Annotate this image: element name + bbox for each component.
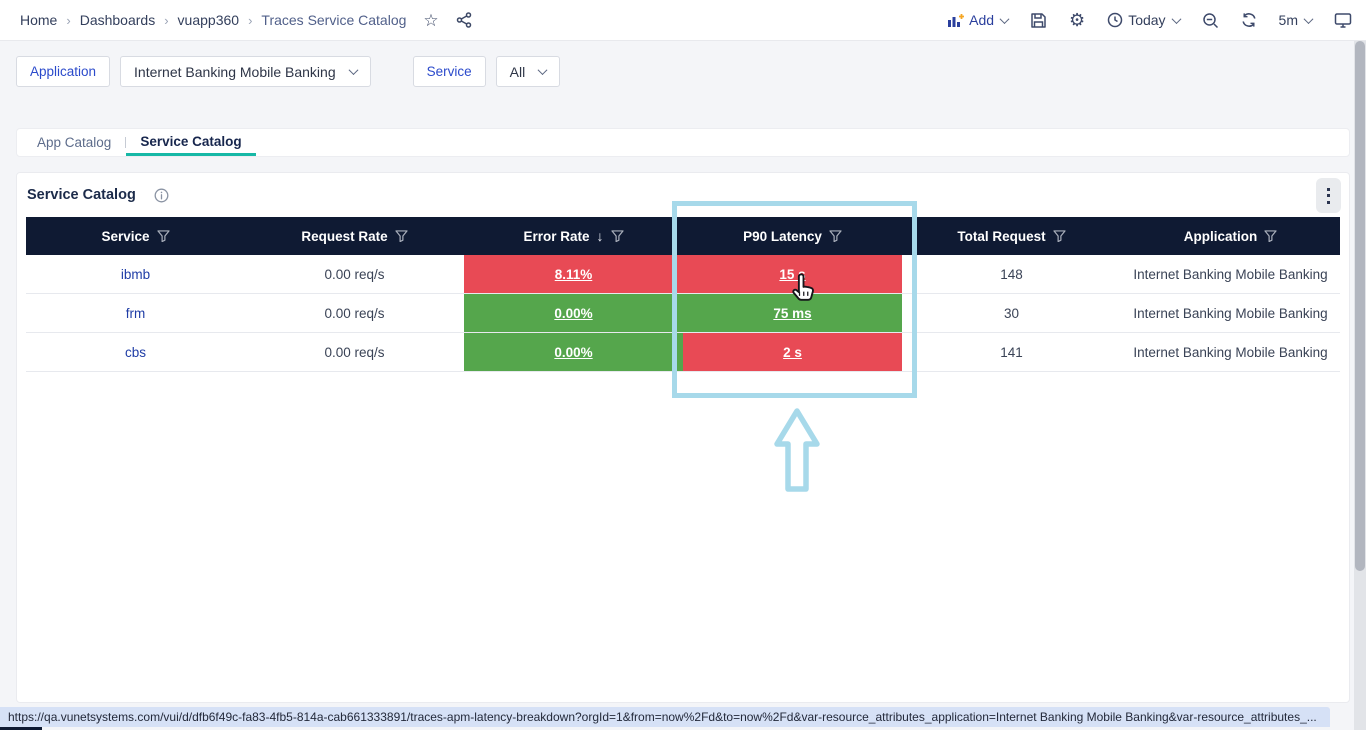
column-header-service[interactable]: Service [26,217,245,255]
refresh-icon[interactable] [1241,12,1257,28]
add-chart-icon [947,13,965,28]
clock-icon [1107,12,1123,28]
browser-status-bar: https://qa.vunetsystems.com/vui/d/dfb6f4… [0,707,1330,727]
filter-icon [395,230,408,242]
breadcrumb-vuapp360[interactable]: vuapp360 [177,12,240,28]
table-row: cbs 0.00 req/s 0.00% 2 s 141 Internet Ba… [26,333,1340,372]
status-url: https://qa.vunetsystems.com/vui/d/dfb6f4… [8,710,1317,724]
chevron-down-icon [1303,13,1314,24]
taskbar-edge [0,727,42,730]
column-header-request-rate[interactable]: Request Rate [245,217,464,255]
filter-icon [1264,230,1277,242]
filter-icon [156,230,170,242]
service-catalog-panel: Service Catalog Service Request Rate [16,172,1350,703]
total-request-value: 148 [1000,266,1023,282]
column-header-total-request[interactable]: Total Request [902,217,1121,255]
application-value: Internet Banking Mobile Banking [1133,344,1328,360]
scrollbar-thumb[interactable] [1355,41,1365,571]
time-range-picker[interactable]: Today [1107,12,1181,28]
breadcrumb-separator: › [164,12,169,28]
breadcrumb-home[interactable]: Home [20,12,58,28]
favorite-star-icon[interactable]: ☆ [423,10,439,30]
top-navbar: Home › Dashboards › vuapp360 › Traces Se… [0,0,1366,41]
catalog-tabbar: App Catalog Service Catalog [16,128,1350,157]
breadcrumb-separator: › [248,12,253,28]
service-link[interactable]: ibmb [120,266,151,282]
breadcrumb: Home › Dashboards › vuapp360 › Traces Se… [20,12,472,29]
total-request-value: 30 [1003,305,1020,321]
error-rate-cell[interactable]: 8.11% [464,255,683,293]
service-filter-select[interactable]: All [495,56,561,87]
tab-app-catalog[interactable]: App Catalog [37,135,112,150]
chevron-down-icon [1171,13,1181,24]
panel-menu-kebab-icon[interactable] [1316,178,1341,213]
tv-mode-icon[interactable] [1334,12,1352,28]
zoom-out-time-icon[interactable] [1202,12,1219,29]
request-rate-value: 0.00 req/s [324,344,385,360]
application-filter-select[interactable]: Internet Banking Mobile Banking [120,56,371,87]
service-link[interactable]: cbs [124,344,146,360]
application-value: Internet Banking Mobile Banking [1133,266,1328,282]
breadcrumb-dashboards[interactable]: Dashboards [79,12,156,28]
column-header-p90-latency[interactable]: P90 Latency [683,217,902,255]
p90-latency-cell[interactable]: 2 s [683,333,902,371]
breadcrumb-current-page: Traces Service Catalog [261,12,407,28]
share-icon[interactable] [456,12,472,28]
table-row: ibmb 0.00 req/s 8.11% 15 s 148 Internet … [26,255,1340,294]
panel-header: Service Catalog [17,173,1349,217]
panel-title: Service Catalog [27,187,136,203]
column-header-application[interactable]: Application [1121,217,1340,255]
page-scrollbar[interactable] [1354,41,1366,730]
chevron-down-icon [537,65,548,76]
dashboard-variables: Application Internet Banking Mobile Bank… [16,56,561,87]
breadcrumb-separator: › [66,12,71,28]
chevron-down-icon [348,65,359,76]
filter-icon [610,230,624,242]
tab-separator [125,137,127,148]
p90-latency-cell[interactable]: 75 ms [683,294,902,332]
service-catalog-table: Service Request Rate Error Rate ↓ P90 La… [26,217,1340,372]
info-icon[interactable] [154,188,169,203]
add-panel-button[interactable]: Add [947,12,1010,28]
filter-icon [829,230,842,242]
total-request-value: 141 [1000,344,1023,360]
service-link[interactable]: frm [125,305,146,321]
filter-icon [1052,230,1066,242]
save-dashboard-button[interactable] [1030,12,1047,29]
navbar-actions: Add ⚙ Today [947,11,1352,29]
refresh-interval-select[interactable]: 5m [1279,12,1314,28]
p90-latency-cell[interactable]: 15 s [683,255,902,293]
sort-desc-icon[interactable]: ↓ [596,228,604,244]
error-rate-cell[interactable]: 0.00% [464,294,683,332]
column-header-error-rate[interactable]: Error Rate ↓ [464,217,683,255]
application-filter-label: Application [16,56,111,87]
request-rate-value: 0.00 req/s [324,266,385,282]
table-header-row: Service Request Rate Error Rate ↓ P90 La… [26,217,1340,255]
tab-service-catalog[interactable]: Service Catalog [126,129,256,156]
dashboard-settings-gear-icon[interactable]: ⚙ [1069,10,1086,30]
chevron-down-icon [999,13,1010,24]
service-filter-label: Service [412,56,486,87]
application-value: Internet Banking Mobile Banking [1133,305,1328,321]
error-rate-cell[interactable]: 0.00% [464,333,683,371]
request-rate-value: 0.00 req/s [324,305,385,321]
table-row: frm 0.00 req/s 0.00% 75 ms 30 Internet B… [26,294,1340,333]
